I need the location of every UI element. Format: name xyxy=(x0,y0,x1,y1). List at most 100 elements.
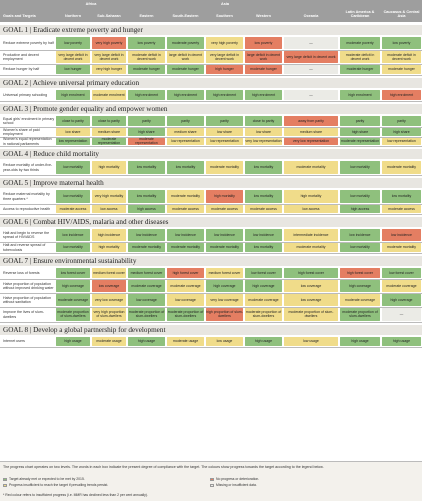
status-cell: high enrolment xyxy=(206,89,243,101)
status-cell: very large deficit in decent work xyxy=(92,50,126,64)
status-cell: very low coverage xyxy=(92,293,126,307)
status-cell: very low representation xyxy=(245,137,282,146)
status-cell: low coverage xyxy=(92,279,126,293)
goal-heading: GOAL 5 | Improve maternal health xyxy=(0,178,422,188)
status-cell: medium forest cover xyxy=(206,267,243,279)
row-divider xyxy=(0,101,422,102)
legend-item-met: Target already met or expected to be met… xyxy=(3,477,85,481)
table-row: Halt and reverse spread of tuberculosis l… xyxy=(0,242,422,253)
legend-swatch xyxy=(210,483,214,487)
goals-targets-label: Goals and Targets xyxy=(3,14,36,18)
status-cell: very large deficit in decent work xyxy=(56,50,90,64)
status-cell: high enrolment xyxy=(245,89,282,101)
status-cell: intermediate incidence xyxy=(284,228,338,242)
legend-swatch xyxy=(3,477,7,481)
status-cell: parity xyxy=(167,115,204,127)
goal-heading: GOAL 4 | Reduce child mortality xyxy=(0,149,422,159)
legend-swatch xyxy=(210,477,214,481)
status-cell: high forest cover xyxy=(167,267,204,279)
status-cell: low representation xyxy=(206,137,243,146)
status-cell: moderate coverage xyxy=(128,279,165,293)
row-divider xyxy=(0,146,422,147)
status-cell: very high poverty xyxy=(92,36,126,50)
table-row: Reverse loss of forests low forest cover m… xyxy=(0,267,422,279)
status-cell: very high proportion of slum-dwellers xyxy=(92,307,126,322)
status-cell: moderate hunger xyxy=(245,64,282,75)
region-northern: Northern xyxy=(64,14,82,18)
status-cell: moderate mortality xyxy=(167,189,204,204)
status-cell: very high poverty xyxy=(206,36,243,50)
status-cell: parity xyxy=(206,115,243,127)
status-cell: high enrolment xyxy=(128,89,165,101)
status-cell: high usage xyxy=(245,336,282,347)
status-cell: medium share xyxy=(167,127,204,137)
target-label: Halt and reverse spread of tuberculosis xyxy=(3,243,46,252)
legend-item-no-progress: No progress or deterioration. xyxy=(210,477,259,481)
goal-title: GOAL 6 | Combat HIV/AIDS, malaria and ot… xyxy=(3,218,169,226)
target-label: Reduce mortality of under-five-year-olds… xyxy=(3,163,53,172)
status-cell: high coverage xyxy=(340,279,380,293)
status-cell: low coverage xyxy=(284,293,338,307)
region-south-eastern: South-Eastern xyxy=(172,14,199,18)
status-cell: low mortality xyxy=(245,242,282,253)
group-africa: Africa xyxy=(85,2,97,6)
goal-title: GOAL 5 | Improve maternal health xyxy=(3,179,104,187)
table-row: Halve proportion of population without s… xyxy=(0,293,422,307)
status-cell: medium forest cover xyxy=(92,267,126,279)
status-cell: moderate access xyxy=(167,204,204,214)
status-cell: high share xyxy=(128,127,165,137)
target-label: Reverse loss of forests xyxy=(3,270,40,275)
status-cell: medium share xyxy=(92,127,126,137)
row-divider xyxy=(0,242,422,243)
status-cell: moderate proportion of slum-dwellers xyxy=(284,307,338,322)
status-cell: high forest cover xyxy=(284,267,338,279)
legend-swatch xyxy=(3,483,7,487)
status-cell: high usage xyxy=(128,336,165,347)
status-cell: moderate mortality xyxy=(128,242,165,253)
target-label: Halt and begin to reverse the spread of … xyxy=(3,230,50,239)
status-cell: close to parity xyxy=(92,115,126,127)
status-cell: low coverage xyxy=(284,279,338,293)
row-divider xyxy=(0,175,422,176)
target-label: Reduce maternal mortality by three quart… xyxy=(3,192,50,201)
status-cell: high usage xyxy=(340,336,380,347)
status-cell: moderate mortality xyxy=(382,242,421,253)
status-cell: low poverty xyxy=(56,36,90,50)
status-cell: moderate deficit in decent work xyxy=(340,50,380,64)
status-cell: moderate coverage xyxy=(167,279,204,293)
status-cell: low access xyxy=(92,204,126,214)
status-cell: moderate mortality xyxy=(284,160,338,175)
status-cell: low mortality xyxy=(382,189,421,204)
table-row: Productive and decent employment very lar… xyxy=(0,50,422,64)
status-cell: moderate representation xyxy=(92,138,126,145)
status-cell: low incidence xyxy=(167,228,204,242)
status-cell: moderate deficit in decent work xyxy=(382,50,421,64)
status-cell: parity xyxy=(382,115,421,127)
row-divider xyxy=(0,75,422,76)
status-cell: moderate poverty xyxy=(167,36,204,50)
row-divider xyxy=(0,322,422,323)
status-cell: low share xyxy=(56,127,90,137)
region-caucasus: Caucasus & Central Asia xyxy=(383,10,420,18)
row-divider xyxy=(0,253,422,254)
legend-label: No progress or deterioration. xyxy=(216,477,260,481)
status-cell: high enrolment xyxy=(56,89,90,101)
region-western: Western xyxy=(256,14,271,18)
legend-box: The progress chart operates on two level… xyxy=(0,461,422,501)
region-latin-america: Latin America & Caribbean xyxy=(345,10,375,18)
status-cell: low forest cover xyxy=(56,267,90,279)
status-cell: moderate access xyxy=(206,204,243,214)
status-cell: low mortality xyxy=(245,160,282,175)
goal-title: GOAL 8 | Develop a global partnership fo… xyxy=(3,326,166,334)
status-cell: medium share xyxy=(284,127,338,137)
status-cell: low mortality xyxy=(340,189,380,204)
status-cell: very low coverage xyxy=(206,293,243,307)
status-cell: low representation xyxy=(382,137,421,146)
status-cell: moderate representation xyxy=(340,137,380,146)
status-cell: moderate deficit in decent work xyxy=(128,50,165,64)
status-cell: moderate access xyxy=(382,204,421,214)
region-oceania: Oceania xyxy=(303,14,319,18)
status-cell: moderate coverage xyxy=(245,293,282,307)
row-divider xyxy=(0,137,422,138)
